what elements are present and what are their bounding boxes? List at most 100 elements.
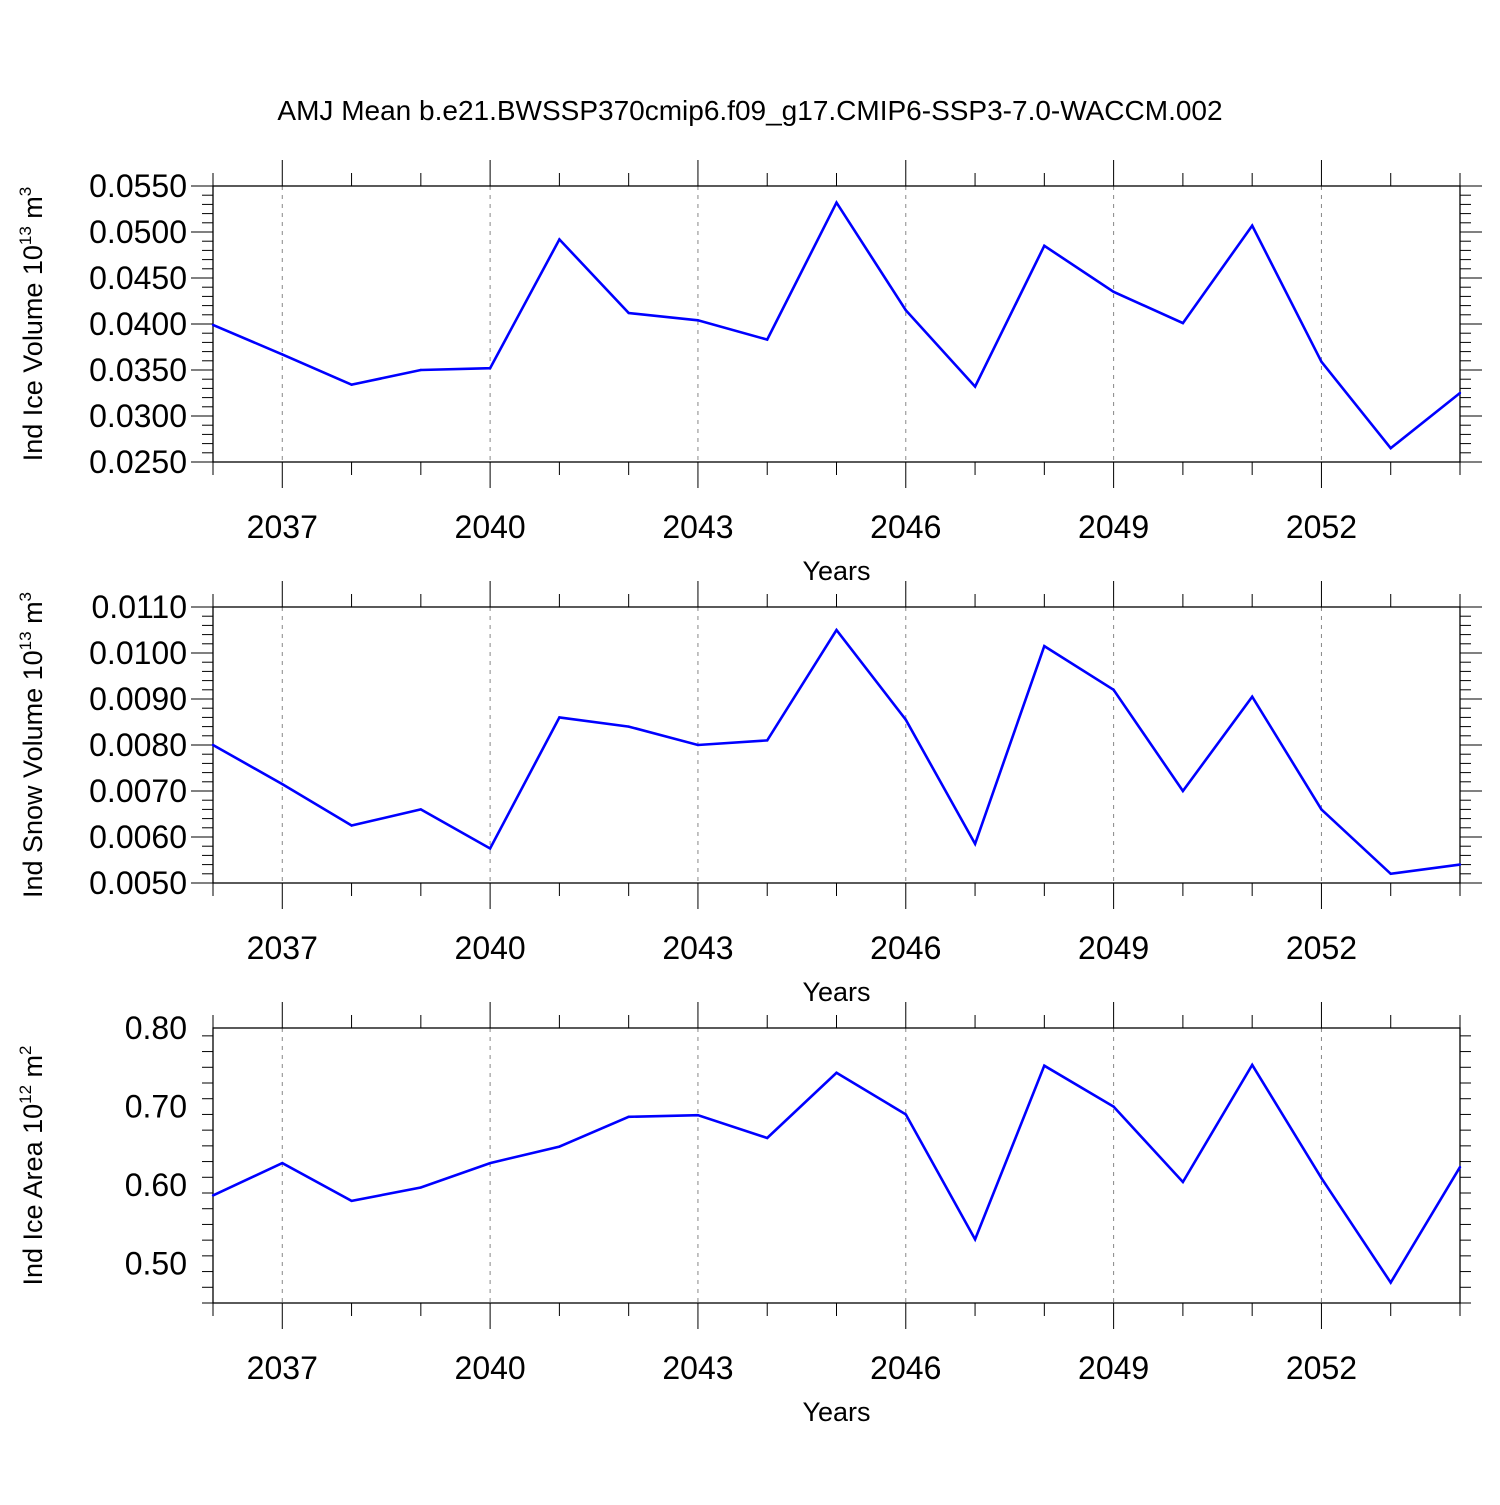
data-point xyxy=(1181,1180,1185,1184)
data-point xyxy=(766,338,769,341)
data-point xyxy=(488,1161,492,1165)
data-point xyxy=(1112,1105,1115,1108)
data-point xyxy=(1250,1063,1254,1067)
data-point xyxy=(835,1071,838,1074)
x-tick-label: 2049 xyxy=(1078,930,1149,966)
x-tick-label: 2040 xyxy=(455,509,526,545)
data-point xyxy=(766,1136,769,1140)
data-point xyxy=(1250,695,1254,698)
data-point xyxy=(696,743,700,747)
data-point xyxy=(1112,290,1115,293)
data-point xyxy=(1458,391,1462,395)
data-point xyxy=(1389,447,1392,450)
x-tick-label: 2046 xyxy=(870,930,941,966)
data-point xyxy=(904,718,907,721)
data-point xyxy=(1389,1281,1392,1284)
data-point xyxy=(211,323,215,327)
data-point xyxy=(696,1114,700,1117)
x-tick-label: 2046 xyxy=(870,1350,941,1386)
plot-frame xyxy=(212,1027,1461,1304)
y-tick-label: 0.0070 xyxy=(89,773,187,809)
x-tick-label: 2052 xyxy=(1286,509,1357,545)
x-tick-label: 2037 xyxy=(247,1350,318,1386)
x-tick-label: 2040 xyxy=(455,930,526,966)
x-tick-label: 2052 xyxy=(1286,930,1357,966)
y-tick-label: 0.0060 xyxy=(89,819,187,855)
panel-1: 0.0250 0.0300 0.0350 0.0400 0.0450 0.0500 0.05… xyxy=(16,160,1482,586)
data-point xyxy=(1181,789,1185,793)
data-point xyxy=(973,1238,977,1241)
y-tick-label: 0.0100 xyxy=(89,635,187,671)
data-point xyxy=(973,842,977,846)
data-point xyxy=(1043,1064,1046,1067)
data-point xyxy=(1320,1176,1323,1180)
data-point xyxy=(281,353,284,356)
y-tick-label: 0.60 xyxy=(125,1167,187,1203)
x-tick-label: 2043 xyxy=(662,1350,733,1386)
data-point xyxy=(419,1186,423,1189)
data-point xyxy=(558,238,561,241)
data-point xyxy=(558,716,561,719)
data-point xyxy=(627,725,630,728)
data-point xyxy=(211,1194,215,1197)
series-line xyxy=(212,627,1461,876)
data-point xyxy=(488,366,492,370)
y-axis-label: Ind Ice Area 1012 m2 xyxy=(16,1045,48,1285)
x-tick-label: 2049 xyxy=(1078,509,1149,545)
data-point xyxy=(904,309,907,312)
data-point xyxy=(211,743,215,747)
data-point xyxy=(558,1145,561,1148)
data-point xyxy=(766,739,769,742)
y-tick-label: 0.0550 xyxy=(89,168,187,204)
y-tick-label: 0.80 xyxy=(125,1010,187,1046)
series-line xyxy=(212,1062,1462,1286)
y-tick-label: 0.0250 xyxy=(89,444,187,480)
data-point xyxy=(350,383,353,386)
x-axis-label: Years xyxy=(802,1397,870,1427)
data-point xyxy=(488,847,492,850)
y-tick-label: 0.50 xyxy=(125,1246,187,1282)
y-tick-label: 0.0300 xyxy=(89,398,187,434)
data-point xyxy=(1320,808,1323,811)
y-tick-label: 0.70 xyxy=(125,1089,187,1125)
data-point xyxy=(350,1199,353,1203)
x-tick-label: 2043 xyxy=(662,509,733,545)
data-point xyxy=(1043,644,1046,648)
x-tick-label: 2037 xyxy=(247,930,318,966)
data-point xyxy=(835,201,838,204)
data-point xyxy=(627,311,630,315)
data-point xyxy=(281,782,284,786)
data-point xyxy=(1458,863,1462,866)
x-tick-label: 2037 xyxy=(247,509,318,545)
data-point xyxy=(1112,688,1115,691)
y-tick-label: 0.0090 xyxy=(89,681,187,717)
y-tick-label: 0.0450 xyxy=(89,260,187,296)
x-tick-label: 2046 xyxy=(870,509,941,545)
panel-3: 0.50 0.60 0.70 0.80 2037 2040 2043 2046 2049 2052… xyxy=(16,1002,1471,1427)
x-axis-label: Years xyxy=(802,556,870,586)
plot-frame xyxy=(212,606,1461,884)
data-point xyxy=(1250,224,1254,227)
data-point xyxy=(419,808,423,811)
y-axis-label: Ind Snow Volume 1013 m3 xyxy=(16,592,48,898)
x-axis-label: Years xyxy=(802,977,870,1007)
x-tick-label: 2052 xyxy=(1286,1350,1357,1386)
data-point xyxy=(1043,244,1046,247)
x-tick-label: 2049 xyxy=(1078,1350,1149,1386)
y-tick-label: 0.0050 xyxy=(89,865,187,901)
data-point xyxy=(1458,1165,1462,1169)
x-tick-label: 2043 xyxy=(662,930,733,966)
y-tick-label: 0.0110 xyxy=(92,589,188,625)
y-tick-label: 0.0400 xyxy=(89,306,187,342)
data-point xyxy=(627,1115,630,1118)
y-tick-label: 0.0350 xyxy=(89,352,187,388)
data-point xyxy=(350,824,353,827)
data-point xyxy=(835,628,838,632)
y-tick-label: 0.0500 xyxy=(89,214,187,250)
panel-2: 0.0050 0.0060 0.0070 0.0080 0.0090 0.0100 0.01… xyxy=(16,581,1482,1007)
data-point xyxy=(281,1161,284,1165)
data-point xyxy=(1389,872,1392,875)
data-point xyxy=(904,1113,907,1116)
